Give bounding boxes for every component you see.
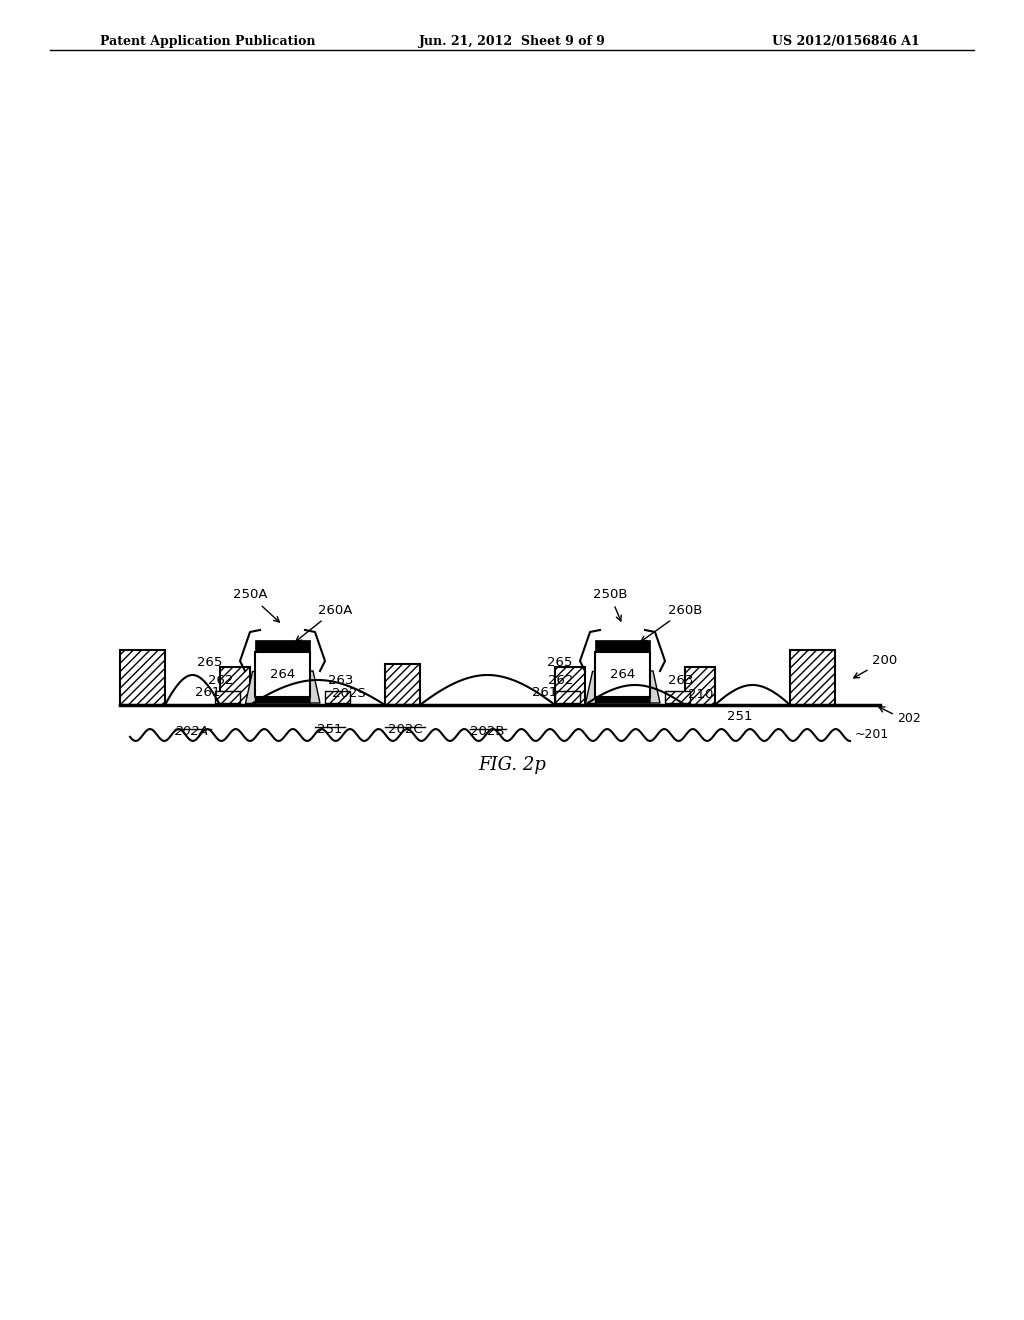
Text: Jun. 21, 2012  Sheet 9 of 9: Jun. 21, 2012 Sheet 9 of 9 xyxy=(419,36,605,48)
Polygon shape xyxy=(245,671,255,704)
Text: 250B: 250B xyxy=(593,589,628,620)
Text: 261: 261 xyxy=(531,686,557,700)
Bar xyxy=(255,697,310,704)
Text: 200: 200 xyxy=(854,653,898,678)
Bar xyxy=(215,690,240,704)
Text: 202C: 202C xyxy=(388,723,422,737)
Bar xyxy=(595,652,650,697)
Polygon shape xyxy=(310,671,319,704)
Text: US 2012/0156846 A1: US 2012/0156846 A1 xyxy=(772,36,920,48)
Polygon shape xyxy=(220,667,250,705)
Text: 261: 261 xyxy=(195,686,220,700)
Text: 265: 265 xyxy=(198,656,222,669)
Polygon shape xyxy=(650,671,660,704)
Bar xyxy=(325,690,350,704)
Text: 263: 263 xyxy=(668,673,693,686)
Text: 210: 210 xyxy=(688,688,714,701)
Bar xyxy=(255,640,310,652)
Text: ~201: ~201 xyxy=(855,729,889,742)
Polygon shape xyxy=(685,667,715,705)
Bar xyxy=(595,640,650,652)
Text: 251: 251 xyxy=(317,723,343,737)
Text: FIG. 2p: FIG. 2p xyxy=(478,756,546,774)
Text: 262: 262 xyxy=(548,673,573,686)
Text: 262: 262 xyxy=(208,673,233,686)
Text: 202S: 202S xyxy=(332,686,366,700)
Text: 202B: 202B xyxy=(470,725,505,738)
Polygon shape xyxy=(585,671,595,704)
Bar xyxy=(665,690,690,704)
Text: 251: 251 xyxy=(727,710,753,723)
Text: 202: 202 xyxy=(897,711,921,725)
Bar xyxy=(255,652,310,697)
Polygon shape xyxy=(555,667,585,705)
Bar xyxy=(555,690,580,704)
Bar xyxy=(595,697,650,704)
Text: 265: 265 xyxy=(547,656,572,669)
Text: 264: 264 xyxy=(270,668,295,681)
Text: Patent Application Publication: Patent Application Publication xyxy=(100,36,315,48)
Polygon shape xyxy=(790,649,835,705)
Polygon shape xyxy=(385,664,420,705)
Text: 250A: 250A xyxy=(232,589,280,622)
Text: 263: 263 xyxy=(328,673,353,686)
Polygon shape xyxy=(120,649,165,705)
Text: 264: 264 xyxy=(610,668,635,681)
Text: 202A: 202A xyxy=(175,725,210,738)
Text: 260B: 260B xyxy=(641,603,702,642)
Text: 260A: 260A xyxy=(296,603,352,642)
